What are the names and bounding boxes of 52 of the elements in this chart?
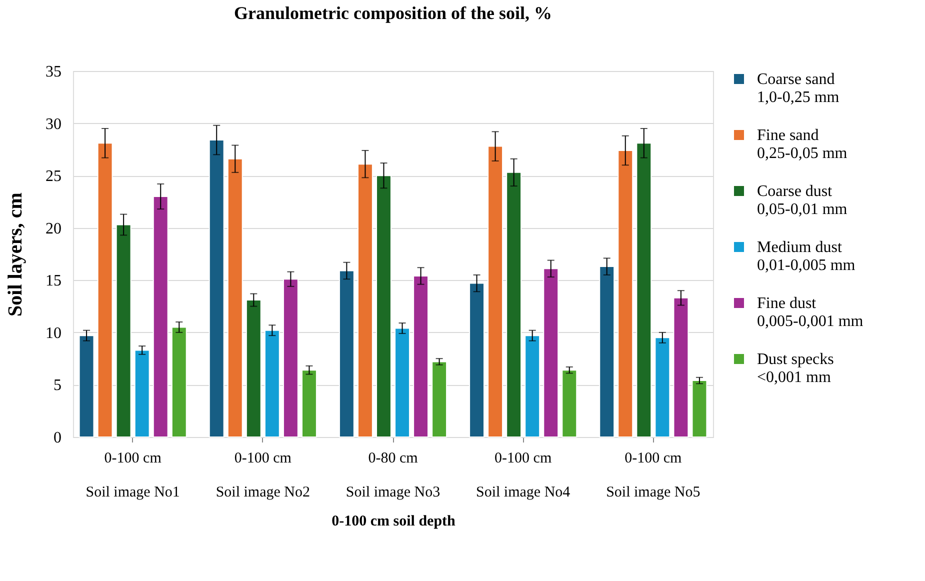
bar — [246, 300, 262, 438]
category-label: 0-100 cm Soil image No4 — [476, 450, 570, 500]
chart-title: Granulometric composition of the soil, % — [234, 3, 552, 23]
y-tick-label: 5 — [54, 377, 62, 394]
category-label: 0-100 cm Soil image No1 — [86, 450, 180, 500]
legend-label: Fine dust 0,005-0,001 mm — [757, 295, 864, 330]
bar — [469, 282, 484, 438]
bar — [134, 350, 150, 438]
category-label: 0-100 cm Soil image No2 — [216, 450, 310, 500]
bar — [394, 328, 410, 438]
bar — [413, 275, 429, 438]
bar — [488, 146, 504, 438]
bar — [152, 196, 168, 438]
bar — [302, 370, 317, 438]
category-label: 0-100 cm Soil image No5 — [606, 450, 700, 500]
x-axis-title: 0-100 cm soil depth — [332, 514, 456, 530]
bar — [357, 164, 373, 438]
y-tick-label: 0 — [54, 430, 62, 446]
legend-label: Coarse dust 0,05-0,01 mm — [757, 183, 848, 218]
bar — [227, 158, 243, 438]
bar — [636, 142, 652, 438]
bar — [432, 361, 448, 438]
bar — [562, 370, 578, 438]
y-tick-label: 10 — [46, 324, 62, 342]
bar — [506, 172, 522, 438]
bar — [599, 266, 615, 438]
bar — [282, 278, 298, 438]
bar — [78, 335, 94, 438]
legend-label: Fine sand 0,25-0,05 mm — [757, 127, 848, 162]
y-tick-label: 35 — [46, 64, 62, 80]
bar — [116, 224, 132, 438]
bar — [692, 380, 708, 438]
bar — [673, 297, 689, 438]
bar — [208, 140, 224, 438]
legend-label: Medium dust 0,01-0,005 mm — [757, 239, 856, 274]
bar — [654, 337, 670, 438]
bar — [376, 175, 392, 438]
bar — [543, 268, 559, 438]
bar — [524, 335, 540, 438]
bar — [338, 270, 354, 438]
bar — [171, 326, 187, 438]
legend-label: Coarse sand 1,0-0,25 mm — [757, 71, 840, 106]
bar — [618, 150, 634, 438]
bar — [264, 330, 280, 438]
y-tick-label: 30 — [46, 116, 62, 133]
bar — [97, 142, 113, 438]
y-tick-label: 15 — [46, 272, 62, 290]
legend-label: Dust specks <0,001 mm — [757, 351, 834, 386]
category-label: 0-80 cm Soil image No3 — [346, 450, 440, 500]
y-tick-label: 25 — [46, 168, 62, 186]
y-axis-title: Soil layers, cm — [4, 192, 26, 316]
y-tick-label: 20 — [46, 220, 62, 238]
